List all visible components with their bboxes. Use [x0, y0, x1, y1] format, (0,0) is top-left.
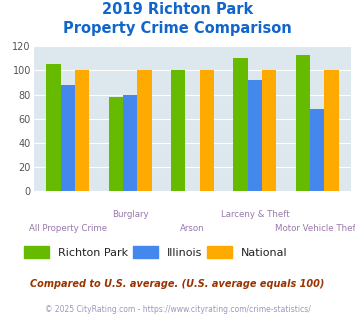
Bar	[123, 95, 137, 191]
Legend: Richton Park, Illinois, National: Richton Park, Illinois, National	[20, 242, 292, 262]
Text: Compared to U.S. average. (U.S. average equals 100): Compared to U.S. average. (U.S. average …	[30, 279, 325, 289]
Bar	[233, 58, 248, 191]
Bar	[75, 70, 89, 191]
Bar	[324, 70, 339, 191]
Bar	[248, 80, 262, 191]
Text: © 2025 CityRating.com - https://www.cityrating.com/crime-statistics/: © 2025 CityRating.com - https://www.city…	[45, 305, 310, 314]
Text: Arson: Arson	[180, 224, 205, 233]
Bar	[296, 55, 310, 191]
Bar	[109, 97, 123, 191]
Bar	[47, 64, 61, 191]
Text: Larceny & Theft: Larceny & Theft	[220, 210, 289, 218]
Bar	[171, 70, 185, 191]
Text: All Property Crime: All Property Crime	[29, 224, 107, 233]
Bar	[310, 109, 324, 191]
Bar	[200, 70, 214, 191]
Bar	[137, 70, 152, 191]
Text: 2019 Richton Park: 2019 Richton Park	[102, 2, 253, 16]
Bar	[61, 85, 75, 191]
Text: Motor Vehicle Theft: Motor Vehicle Theft	[275, 224, 355, 233]
Text: Burglary: Burglary	[112, 210, 149, 218]
Text: Property Crime Comparison: Property Crime Comparison	[63, 21, 292, 36]
Bar	[262, 70, 277, 191]
